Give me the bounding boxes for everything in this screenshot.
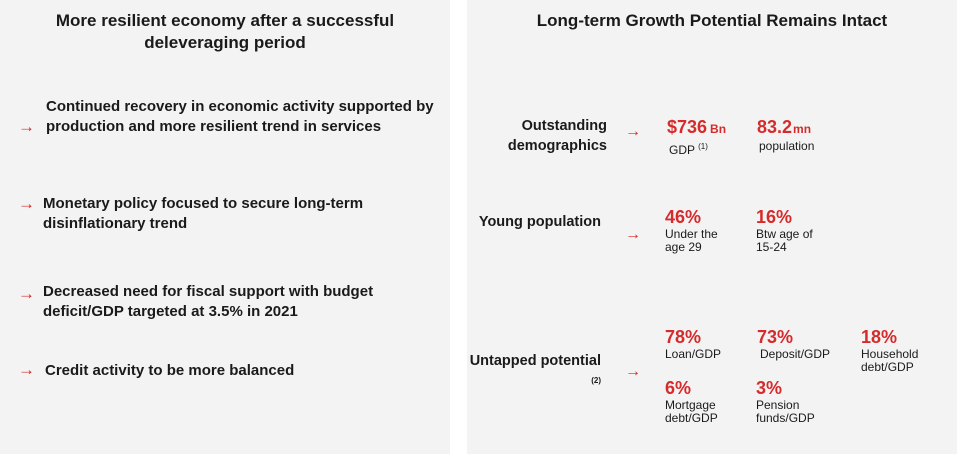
arrow-right-icon: → (18, 284, 35, 303)
bullet-text: Credit activity to be more balanced (45, 362, 295, 379)
stat-value: 46% (665, 207, 702, 227)
stat-caption: Loan/GDP (665, 347, 722, 361)
stat-deposit-gdp: 73% Deposit/GDP (757, 326, 847, 361)
stat-caption: population (759, 139, 815, 153)
arrow-right-icon: → (625, 226, 641, 243)
row-label-demographics: Outstanding demographics (507, 118, 607, 154)
stat-value: 3% (756, 378, 783, 398)
left-panel: More resilient economy after a successfu… (0, 0, 450, 454)
stat-caption: Household debt/GDP (861, 347, 919, 374)
stat-loan-gdp: 78% Loan/GDP (665, 326, 745, 361)
stat-under-29: 46% Under the age 29 (665, 206, 735, 254)
arrow-right-icon: → (18, 194, 35, 213)
footnote-marker: (1) (698, 142, 708, 151)
arrow-right-icon: → (18, 117, 35, 136)
stat-value: $736 (667, 117, 708, 137)
stat-caption: Pension funds/GDP (756, 398, 815, 425)
stat-15-24: 16% Btw age of 15-24 (756, 206, 826, 254)
bullet-text: Continued recovery in economic activity … (46, 98, 434, 135)
stat-value: 83.2 (757, 117, 793, 137)
arrow-right-icon: → (625, 363, 641, 380)
stat-caption: Mortgage debt/GDP (665, 398, 718, 425)
bullet-text: Decreased need for fiscal support with b… (43, 283, 374, 320)
row-label-young-population: Young population (478, 214, 601, 230)
stat-caption: Under the age 29 (665, 227, 718, 254)
footnote-marker: (2) (591, 376, 601, 385)
stat-pension-funds-gdp: 3% Pension funds/GDP (756, 377, 826, 425)
stat-caption: Btw age of 15-24 (756, 227, 813, 254)
row-label-text: Untapped potential (469, 353, 601, 369)
bullet-text: Monetary policy focused to secure long-t… (43, 195, 364, 232)
left-panel-title: More resilient economy after a successfu… (55, 11, 395, 52)
stat-value: 16% (756, 207, 793, 227)
stat-mortgage-debt-gdp: 6% Mortgage debt/GDP (665, 377, 735, 425)
right-panel: Long-term Growth Potential Remains Intac… (467, 0, 957, 454)
stat-household-debt-gdp: 18% Household debt/GDP (861, 326, 931, 374)
arrow-right-icon: → (625, 123, 641, 140)
right-panel-title: Long-term Growth Potential Remains Intac… (536, 11, 888, 30)
stat-value: 73% (757, 327, 794, 347)
stat-value: 78% (665, 327, 702, 347)
stat-caption: Deposit/GDP (760, 347, 831, 361)
stat-unit: Bn (710, 122, 727, 136)
row-label-untapped-potential: Untapped potential (2) (467, 351, 601, 395)
stat-value: 6% (665, 378, 692, 398)
stat-population: 83.2mn population (757, 116, 814, 153)
stat-unit: mn (793, 122, 812, 136)
stat-gdp: $736 Bn GDP (1) (667, 116, 726, 157)
stat-value: 18% (861, 327, 898, 347)
stat-caption: GDP (669, 143, 695, 157)
arrow-right-icon: → (18, 360, 35, 379)
